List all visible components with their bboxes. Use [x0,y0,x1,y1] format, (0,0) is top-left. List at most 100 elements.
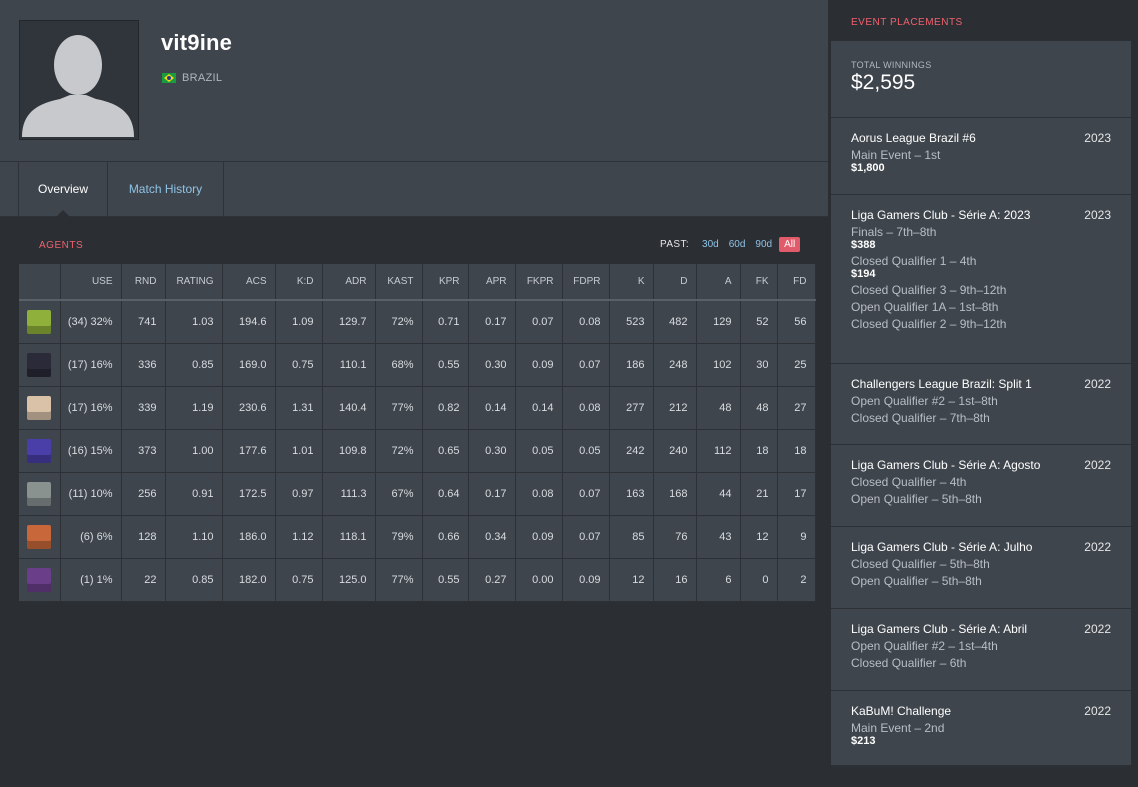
event-placement-item[interactable]: Liga Gamers Club - Série A: 2023 2023 Fina… [831,195,1131,364]
stat-cell: 12 [609,558,654,602]
column-header-adr[interactable]: ADR [322,264,376,301]
column-header-kd[interactable]: K:D [275,264,323,301]
stat-cell: 186 [609,343,654,387]
event-placements-title: EVENT PLACEMENTS [851,17,963,28]
event-placement-result: Open Qualifier – 5th–8th [851,574,982,588]
stat-cell: 27 [777,386,816,430]
avatar [19,20,139,140]
agent-portrait-icon [27,567,52,592]
column-header-apr[interactable]: APR [468,264,516,301]
column-header-fd[interactable]: FD [777,264,816,301]
agent-cell [19,558,61,602]
event-placement-result: Closed Qualifier 1 – 4th [851,254,977,268]
event-year: 2022 [1084,458,1111,472]
tab-match-history[interactable]: Match History [107,162,224,216]
column-header-fdpr[interactable]: FDPR [562,264,610,301]
event-placement-item[interactable]: Liga Gamers Club - Série A: Abril 2022 Ope… [831,609,1131,691]
stat-cell: 186.0 [222,515,276,559]
stat-cell: 0.09 [515,343,563,387]
column-header-fkpr[interactable]: FKPR [515,264,563,301]
event-placement-item[interactable]: Aorus League Brazil #6 2023 Main Event – 1… [831,118,1131,195]
total-winnings: TOTAL WINNINGS $2,595 [831,41,1131,118]
tab-overview[interactable]: Overview [18,162,108,217]
stat-cell: 128 [121,515,166,559]
column-header-a[interactable]: A [696,264,741,301]
stat-cell: 21 [740,472,778,516]
timespan-all[interactable]: All [779,237,801,252]
stat-cell: 0.65 [422,429,469,473]
stat-cell: 339 [121,386,166,430]
event-year: 2023 [1084,131,1111,145]
timespan-label: PAST: [660,239,690,250]
event-name: KaBuM! Challenge [851,704,952,718]
column-header-fk[interactable]: FK [740,264,778,301]
stat-cell: 1.10 [165,515,223,559]
stat-cell: 0.91 [165,472,223,516]
event-placement-item[interactable]: KaBuM! Challenge 2022 Main Event – 2nd $213 [831,691,1131,766]
stat-cell: 0.14 [468,386,516,430]
agent-cell [19,386,61,430]
event-placement-item[interactable]: Liga Gamers Club - Série A: Julho 2022 Clo… [831,527,1131,609]
tab-overview-label: Overview [37,182,88,196]
column-header-rnd[interactable]: RND [121,264,166,301]
stat-cell: 1.19 [165,386,223,430]
stat-cell: 0.05 [562,429,610,473]
stat-cell: 56 [777,300,816,344]
agent-portrait-icon [27,309,52,334]
stat-cell: 72% [375,300,423,344]
default-avatar-icon [20,21,138,139]
stat-cell: 1.12 [275,515,323,559]
stat-cell: 12 [740,515,778,559]
event-placement-item[interactable]: Liga Gamers Club - Série A: Agosto 2022 Cl… [831,445,1131,527]
stat-cell: 44 [696,472,741,516]
stat-cell: 1.00 [165,429,223,473]
stat-cell: 76 [653,515,697,559]
stat-cell: 240 [653,429,697,473]
stat-cell: 0.08 [562,386,610,430]
stat-cell: 0.08 [515,472,563,516]
tab-match-history-label: Match History [128,182,203,196]
stat-cell: 129.7 [322,300,376,344]
stat-cell: 0.55 [422,558,469,602]
column-header-d[interactable]: D [653,264,697,301]
column-header-kpr[interactable]: KPR [422,264,469,301]
player-country: BRAZIL [162,72,222,84]
stat-cell: 0.66 [422,515,469,559]
agents-stats-table: USE RND RATING ACS K:D ADR KAST KPR APR FKPR FDPR K… [19,264,816,602]
stat-cell: 0.71 [422,300,469,344]
stat-cell: 0.85 [165,558,223,602]
event-placement-item[interactable]: Challengers League Brazil: Split 1 2022 Op… [831,364,1131,445]
timespan-30d[interactable]: 30d [702,239,719,250]
timespan-90d[interactable]: 90d [755,239,773,250]
column-header-use[interactable]: USE [60,264,122,301]
agent-cell [19,343,61,387]
stat-cell: 0.30 [468,429,516,473]
stat-cell: 2 [777,558,816,602]
event-year: 2023 [1084,208,1111,222]
stat-cell: (17) 16% [60,343,122,387]
stat-cell: 16 [653,558,697,602]
timespan-60d[interactable]: 60d [728,239,746,250]
stat-cell: 0.09 [562,558,610,602]
event-name: Liga Gamers Club - Série A: Agosto [851,458,1041,472]
stat-cell: 1.09 [275,300,323,344]
event-prize: $388 [851,239,876,251]
stat-cell: (1) 1% [60,558,122,602]
stat-cell: 0.64 [422,472,469,516]
column-header-acs[interactable]: ACS [222,264,276,301]
column-header-k[interactable]: K [609,264,654,301]
stat-cell: 177.6 [222,429,276,473]
column-header-kast[interactable]: KAST [375,264,423,301]
event-year: 2022 [1084,622,1111,636]
event-placement-result: Closed Qualifier 3 – 9th–12th [851,283,1007,297]
stat-cell: 72% [375,429,423,473]
stat-cell: 111.3 [322,472,376,516]
stat-cell: 118.1 [322,515,376,559]
stat-cell: 9 [777,515,816,559]
event-placement-result: Closed Qualifier – 5th–8th [851,557,990,571]
stat-cell: 110.1 [322,343,376,387]
event-name: Challengers League Brazil: Split 1 [851,377,1032,391]
table-row: (1) 1% 22 0.85 182.0 0.75 125.0 77% 0.55 0.27 0.0… [19,558,816,602]
stat-cell: 67% [375,472,423,516]
column-header-rating[interactable]: RATING [165,264,223,301]
